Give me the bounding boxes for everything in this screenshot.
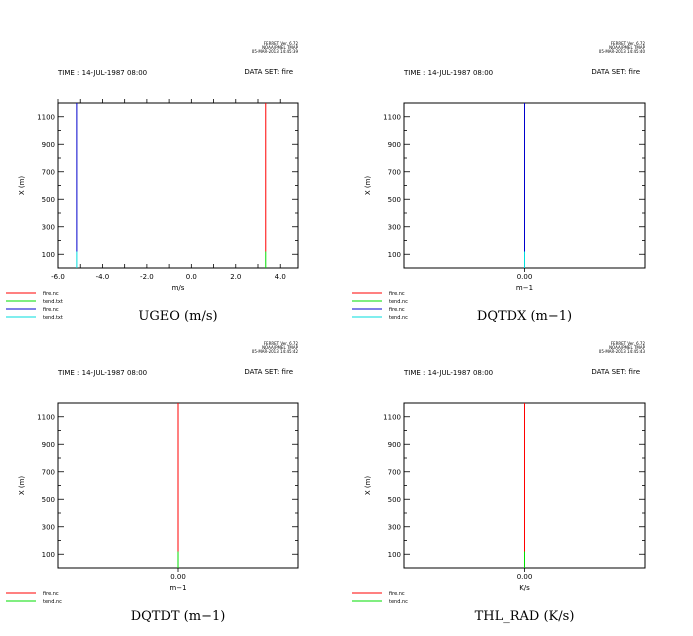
chart-title: DQTDT (m−1) — [131, 609, 226, 624]
legend-label: tend.nc — [389, 599, 408, 605]
software-version: FERRET Ver. 6.72 — [611, 341, 646, 346]
y-tick-label: 500 — [388, 196, 401, 204]
y-axis-label: X (m) — [364, 476, 372, 496]
dataset-label: DATA SET: fire — [591, 368, 640, 376]
software-version: FERRET Ver. 6.72 — [264, 341, 299, 346]
software-org: NOAA/PMEL TMAP — [262, 45, 299, 50]
legend-label: fire.nc — [389, 591, 405, 597]
time-label: TIME : 14-JUL-1987 08:00 — [403, 69, 493, 77]
y-tick-label: 900 — [388, 141, 401, 149]
y-tick-label: 700 — [42, 168, 55, 176]
y-tick-label: 1100 — [383, 413, 401, 421]
y-tick-label: 300 — [388, 523, 401, 531]
software-version: FERRET Ver. 6.72 — [264, 41, 299, 46]
dataset-label: DATA SET: fire — [244, 68, 293, 76]
plot-frame — [57, 102, 299, 269]
x-tick-label: 0.00 — [517, 573, 533, 581]
x-tick-label: 0.00 — [517, 273, 533, 281]
dataset-label: DATA SET: fire — [591, 68, 640, 76]
chart-title: THL_RAD (K/s) — [475, 609, 575, 624]
legend-label: fire.nc — [389, 307, 405, 313]
y-tick-label: 300 — [42, 523, 55, 531]
x-tick-label: -2.0 — [140, 273, 154, 281]
y-tick-label: 500 — [388, 496, 401, 504]
x-tick-label: 2.0 — [230, 273, 241, 281]
plot-timestamp: 05-MAR-2013 14:45:40 — [599, 49, 646, 54]
y-axis-label: X (m) — [18, 176, 26, 196]
y-tick-label: 700 — [388, 468, 401, 476]
y-tick-label: 300 — [42, 223, 55, 231]
legend-label: fire.nc — [43, 291, 59, 297]
x-tick-label: 4.0 — [275, 273, 286, 281]
y-tick-label: 900 — [42, 441, 55, 449]
plot-timestamp: 05-MAR-2013 14:45:42 — [252, 349, 299, 354]
y-tick-label: 500 — [42, 496, 55, 504]
y-tick-label: 100 — [42, 551, 55, 559]
time-label: TIME : 14-JUL-1987 08:00 — [57, 69, 147, 77]
y-axis-label: X (m) — [18, 476, 26, 496]
x-axis-label: K/s — [519, 584, 530, 592]
y-tick-label: 1100 — [383, 113, 401, 121]
y-tick-label: 100 — [388, 551, 401, 559]
x-tick-label: 0.0 — [186, 273, 197, 281]
y-tick-label: 1100 — [37, 113, 55, 121]
x-tick-label: 0.00 — [170, 573, 186, 581]
legend-label: fire.nc — [389, 291, 405, 297]
legend-label: fire.nc — [43, 307, 59, 313]
y-tick-label: 100 — [388, 251, 401, 259]
chart-title: DQTDX (m−1) — [477, 309, 572, 324]
y-tick-label: 900 — [388, 441, 401, 449]
legend-label: tend.nc — [389, 315, 408, 321]
time-label: TIME : 14-JUL-1987 08:00 — [57, 369, 147, 377]
y-tick-label: 700 — [388, 168, 401, 176]
software-org: NOAA/PMEL TMAP — [609, 45, 646, 50]
legend-label: tend.nc — [43, 599, 62, 605]
plot-timestamp: 05-MAR-2013 14:45:39 — [252, 49, 299, 54]
dataset-label: DATA SET: fire — [244, 368, 293, 376]
y-axis-label: X (m) — [364, 176, 372, 196]
x-axis-label: m−1 — [516, 284, 533, 292]
software-org: NOAA/PMEL TMAP — [609, 345, 646, 350]
y-tick-label: 500 — [42, 196, 55, 204]
software-org: NOAA/PMEL TMAP — [262, 345, 299, 350]
x-tick-label: -4.0 — [96, 273, 110, 281]
x-axis-label: m−1 — [169, 584, 186, 592]
x-axis-label: m/s — [172, 284, 185, 292]
y-tick-label: 1100 — [37, 413, 55, 421]
chart-title: UGEO (m/s) — [138, 309, 217, 324]
plot-timestamp: 05-MAR-2013 14:45:43 — [599, 349, 646, 354]
time-label: TIME : 14-JUL-1987 08:00 — [403, 369, 493, 377]
y-tick-label: 300 — [388, 223, 401, 231]
y-tick-label: 100 — [42, 251, 55, 259]
x-tick-label: -6.0 — [51, 273, 65, 281]
y-tick-label: 700 — [42, 468, 55, 476]
legend-label: tend.txt — [43, 299, 63, 305]
legend-label: tend.txt — [43, 315, 63, 321]
y-tick-label: 900 — [42, 141, 55, 149]
legend-label: fire.nc — [43, 591, 59, 597]
legend-label: tend.nc — [389, 299, 408, 305]
software-version: FERRET Ver. 6.72 — [611, 41, 646, 46]
